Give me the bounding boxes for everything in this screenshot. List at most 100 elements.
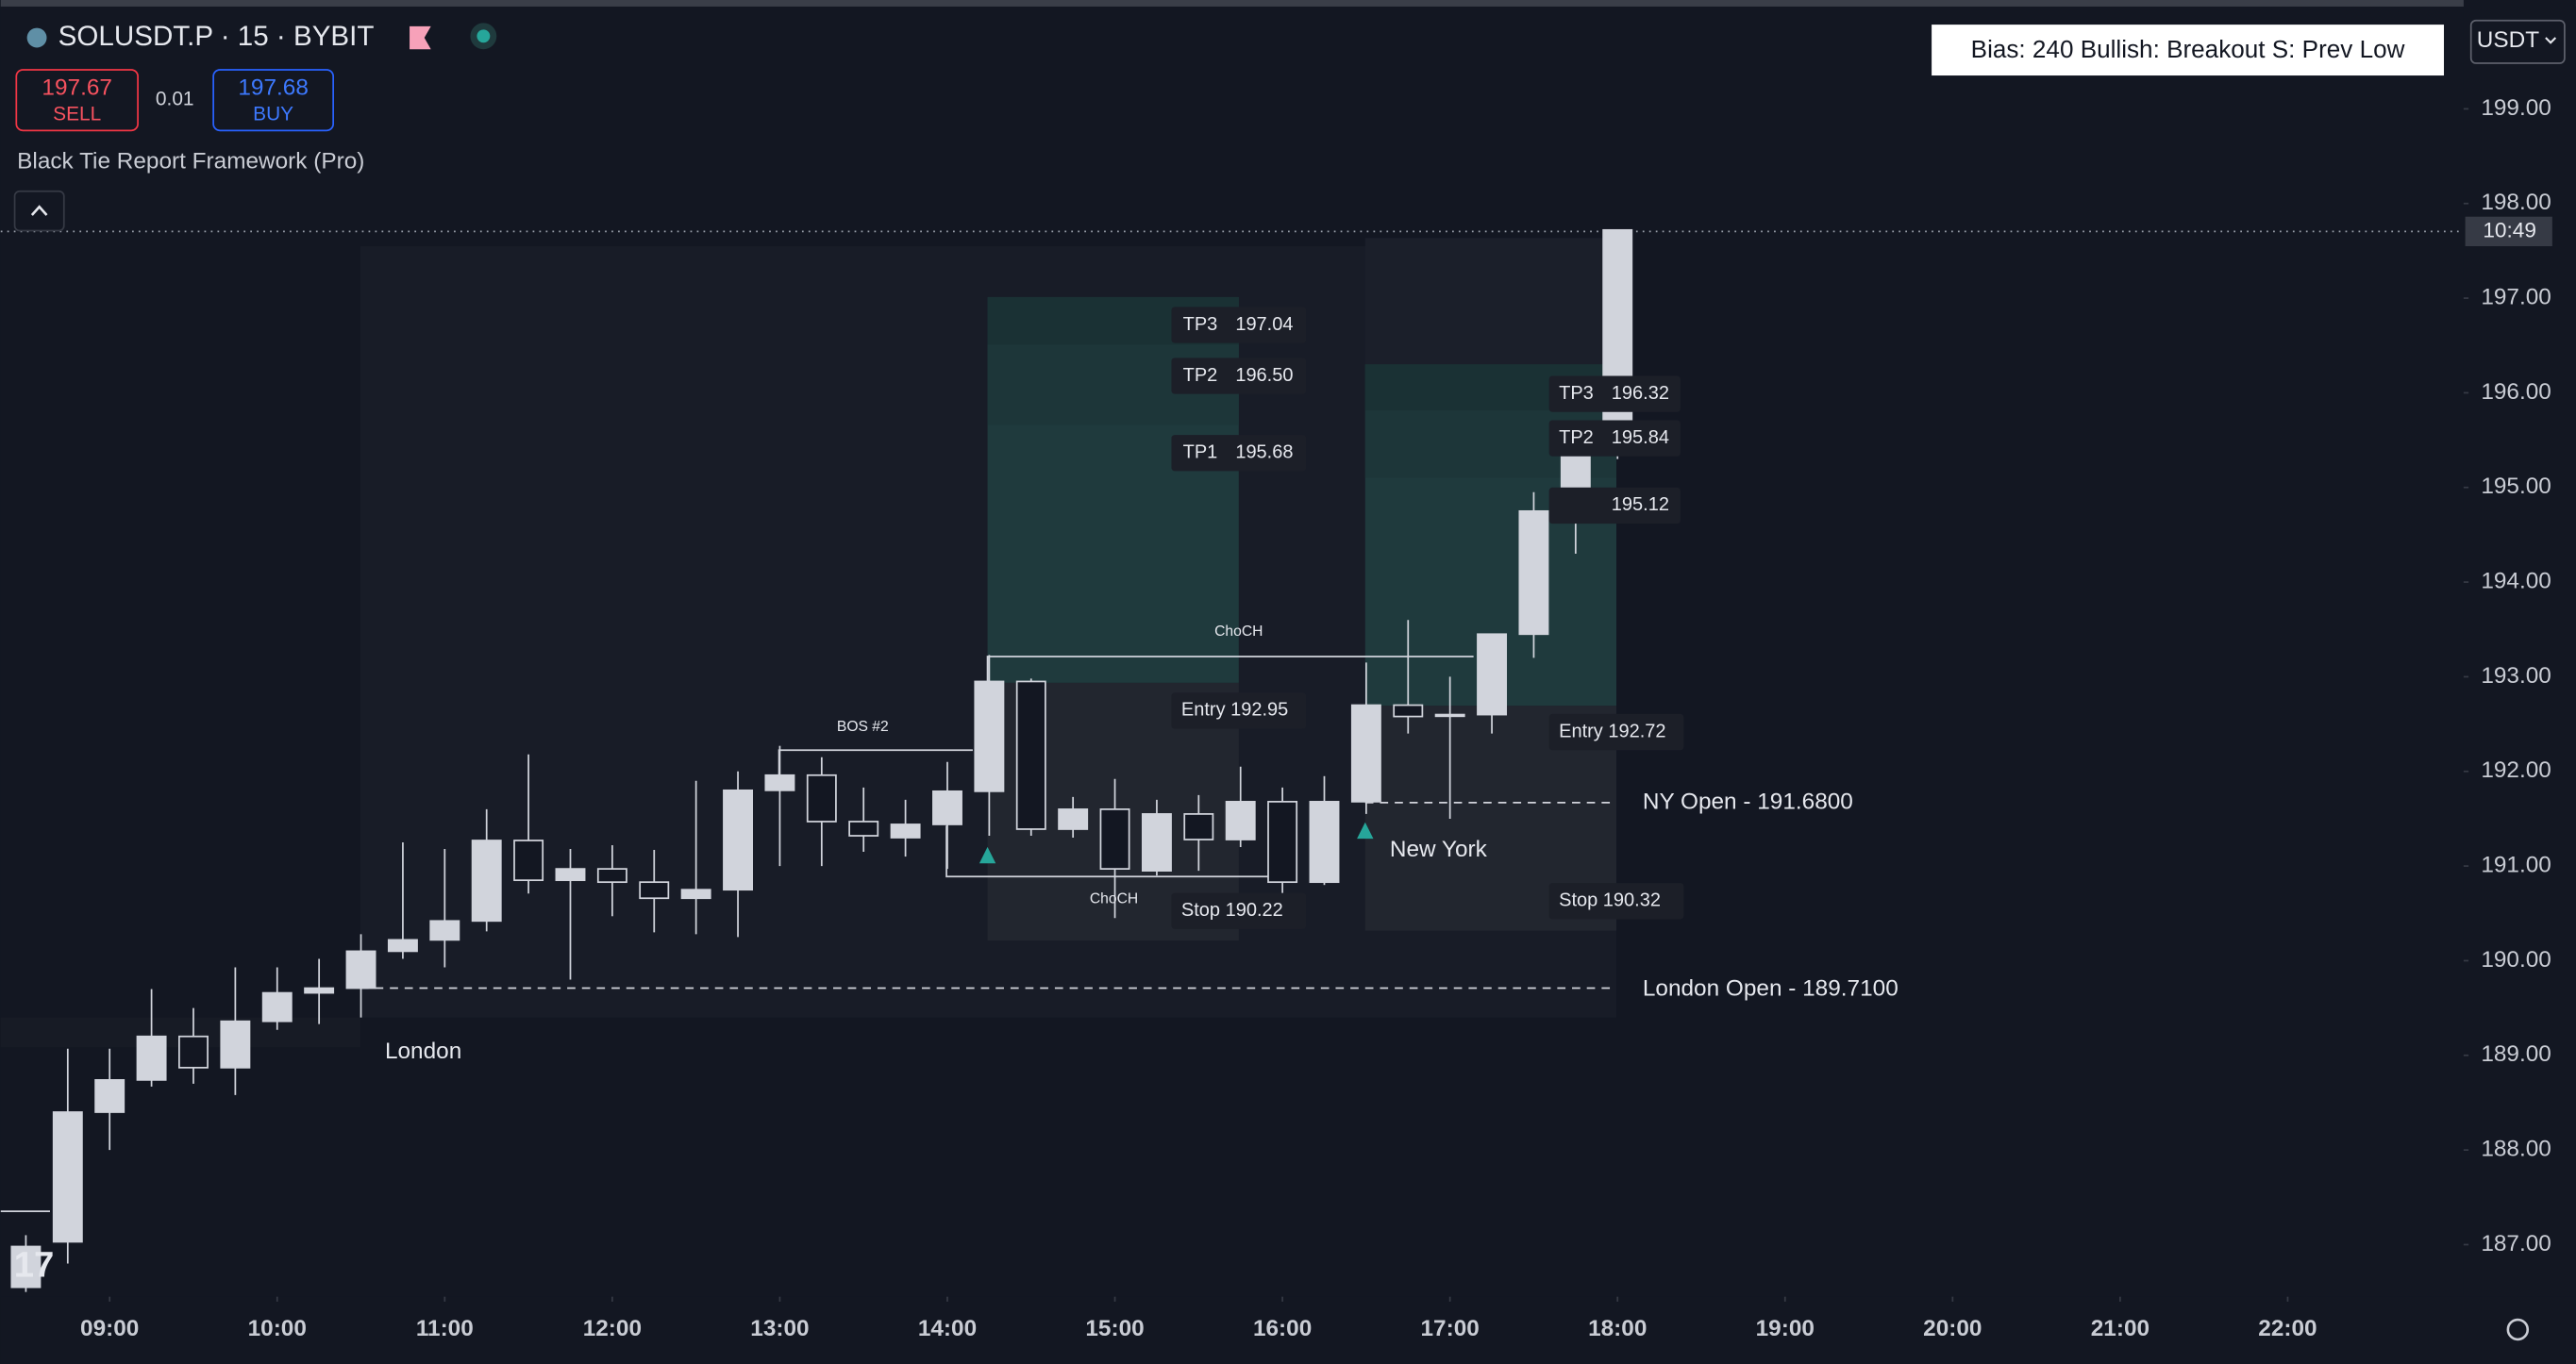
label-bg [1548,420,1681,457]
symbol-icon [26,27,47,48]
candle-body [1099,808,1130,870]
ny-open-label: NY Open - 191.6800 [1643,789,1853,814]
label-bg [1171,358,1307,394]
candle-body [1602,228,1633,448]
candle-body [639,881,670,900]
chevron [30,205,48,216]
x-tick-label: 22:00 [2258,1316,2317,1341]
candle-body [806,773,837,823]
candle-body [555,868,586,882]
session-label: London [385,1039,461,1064]
bos-label: BOS #2 [837,719,889,735]
london-open-label: London Open - 189.7100 [1643,976,1899,1002]
tp-label: TP3 [1559,383,1594,404]
candle-body [52,1111,83,1243]
label-bg [1171,692,1307,729]
bias-box [1932,25,2445,76]
collapse-button[interactable] [13,190,65,232]
logo: 17 [14,1244,55,1285]
entry-label: Entry 192.95 [1181,700,1288,721]
candle-body [1141,813,1172,872]
signal-arrow [1357,822,1374,840]
stop-label: Stop 190.32 [1559,890,1661,911]
settings-icon[interactable] [2506,1318,2530,1341]
x-tick-label: 20:00 [1923,1316,1982,1341]
tp-price: 197.04 [1235,314,1293,335]
tp-label: TP1 [1183,442,1218,463]
zone-labels: TP3 197.04 TP2 196.50 TP1 195.68 Entry 1… [385,307,1899,1064]
tp-label: TP2 [1559,427,1594,448]
buy-button[interactable] [212,69,335,132]
candle-body [10,1245,42,1289]
y-tick-label: 194.00 [2481,569,2551,594]
x-tick-label: 13:00 [750,1316,809,1341]
countdown: 10:49 [2483,218,2536,241]
sell-price: 197.67 [42,75,112,100]
x-tick-label: 18:00 [1588,1316,1647,1341]
countdown-bg [2465,216,2552,247]
candle-body [387,939,418,953]
y-tick-label: 191.00 [2481,853,2551,878]
y-tick-label: 197.00 [2481,285,2551,310]
candle-body [1393,704,1424,718]
candle-body [1058,808,1089,830]
currency-button[interactable] [2469,19,2566,64]
x-tick-label: 10:00 [248,1316,307,1341]
tp-price: 196.50 [1235,365,1293,386]
time-axis [0,1296,2576,1364]
candle-body [848,821,879,837]
label-bg [1548,713,1684,751]
y-tick-label: 188.00 [2481,1137,2551,1162]
x-tick-label: 14:00 [918,1316,977,1341]
tp-price: 195.84 [1612,427,1669,448]
symbol-title: SOLUSDT.P · 15 · BYBIT [59,21,375,52]
candle-body [1183,813,1214,840]
x-tick-label: 11:00 [416,1316,474,1341]
candle-body [220,1020,251,1069]
choch-line [945,825,1282,878]
candle-body [94,1079,125,1113]
buy-label: BUY [253,103,293,125]
y-tick-label: 195.00 [2481,474,2551,499]
candle-body [345,950,376,990]
spread: 0.01 [156,89,194,110]
candle-body [1518,509,1549,636]
signal-arrow [979,846,996,864]
label-bg [1548,375,1681,412]
tp-price: 196.32 [1612,383,1669,404]
bias-text: Bias: 240 Bullish: Breakout S: Prev Low [1971,35,2405,63]
candle-body [1015,680,1046,830]
sell-button[interactable] [15,69,139,132]
candle-body [471,840,502,923]
candle-body [596,868,627,884]
status-dot [477,29,491,43]
tp-price: 195.68 [1235,442,1293,463]
candle-body [974,680,1005,792]
y-tick-label: 198.00 [2481,190,2551,215]
buy-price: 197.68 [238,75,309,100]
tp-price: 195.12 [1612,494,1669,515]
candle-body [890,823,921,839]
candle-body [1267,801,1298,884]
candle-body [764,773,795,791]
chevron [2545,37,2557,44]
candle-body [1477,633,1508,716]
choch-label: ChoCH [1214,624,1263,640]
x-tick-label: 21:00 [2091,1316,2149,1341]
y-tick-label: 192.00 [2481,757,2551,783]
candle-body [680,889,711,900]
flag[interactable] [410,25,431,50]
x-tick-label: 19:00 [1756,1316,1815,1341]
candle-body [1225,801,1256,840]
label-bg [1548,487,1681,524]
sell-label: SELL [53,103,101,125]
label-bg [1171,435,1307,472]
candle-body [1309,801,1340,884]
x-tick-label: 09:00 [80,1316,139,1341]
y-tick-label: 193.00 [2481,663,2551,689]
indicator-name: Black Tie Report Framework (Pro) [17,149,364,175]
y-tick-label: 196.00 [2481,379,2551,405]
candle-body [723,789,754,891]
candle-body [932,790,962,825]
